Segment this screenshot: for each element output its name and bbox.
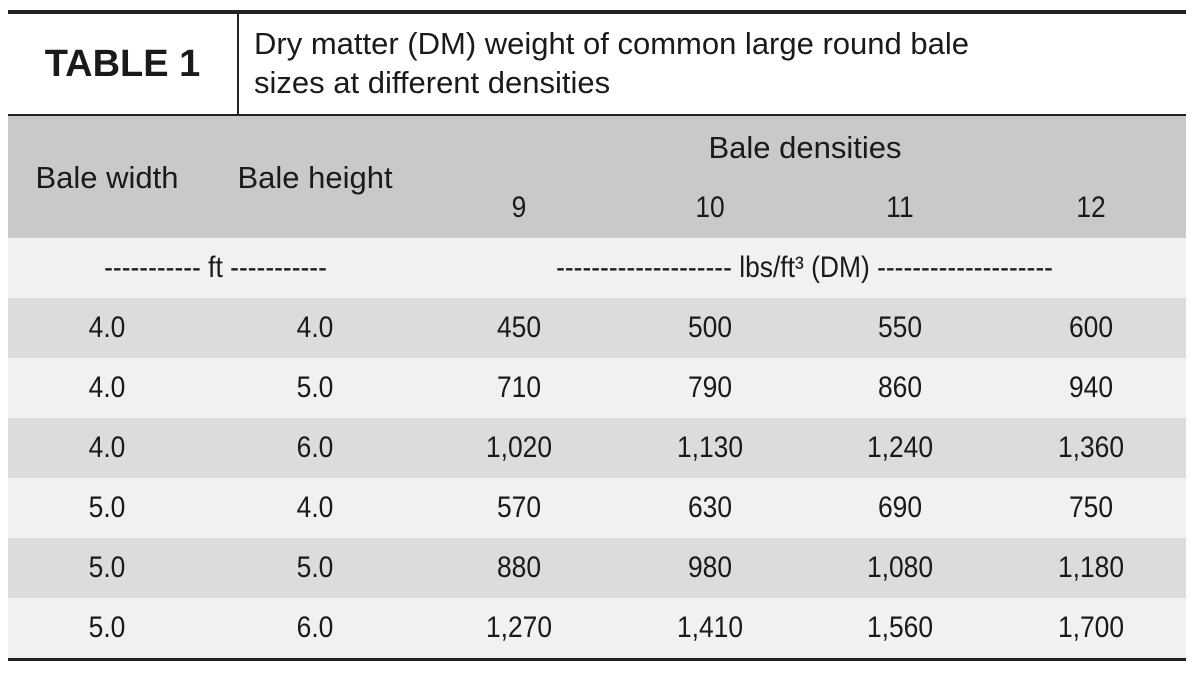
table-cell: 5.0 (88, 491, 126, 524)
table-cell: 4.0 (88, 431, 126, 464)
table-cell: 860 (877, 371, 923, 404)
title-divider (237, 14, 239, 115)
row-band (8, 538, 1186, 598)
table-cell: 1,180 (1057, 551, 1125, 584)
bottom-rule (8, 657, 1186, 661)
table-cell: 6.0 (296, 431, 334, 464)
table-cell: 570 (496, 491, 542, 524)
units-band (8, 238, 1186, 298)
caption-line: sizes at different densities (254, 65, 611, 100)
table-cell: 980 (687, 551, 733, 584)
row-band (8, 478, 1186, 538)
density-header: 12 (1076, 191, 1106, 224)
table-cell: 500 (687, 311, 733, 344)
table-cell: 1,410 (676, 611, 744, 644)
density-header: 9 (511, 191, 527, 224)
table-cell: 1,270 (485, 611, 553, 644)
table-cell: 5.0 (88, 551, 126, 584)
group-header: Bale densities (708, 130, 902, 165)
table-cell: 940 (1068, 371, 1114, 404)
table-cell: 750 (1068, 491, 1114, 524)
table-cell: 1,360 (1057, 431, 1125, 464)
title-rule (8, 114, 1186, 116)
table-cell: 1,130 (676, 431, 744, 464)
table-cell: 5.0 (296, 371, 334, 404)
unit-label: -------------------- lbs/ft³ (DM) ------… (556, 251, 1053, 284)
table-cell: 1,080 (866, 551, 934, 584)
table-cell: 5.0 (88, 611, 126, 644)
caption-line: Dry matter (DM) weight of common large r… (254, 26, 969, 61)
table-cell: 1,240 (866, 431, 934, 464)
table-cell: 5.0 (296, 551, 334, 584)
row-band (8, 598, 1186, 658)
row-band (8, 298, 1186, 358)
top-rule (8, 10, 1186, 14)
row-band (8, 358, 1186, 418)
table-cell: 6.0 (296, 611, 334, 644)
table-cell: 1,700 (1057, 611, 1125, 644)
table-cell: 690 (877, 491, 923, 524)
table-cell: 1,020 (485, 431, 553, 464)
table-cell: 550 (877, 311, 923, 344)
table-cell: 4.0 (88, 371, 126, 404)
row-band (8, 418, 1186, 478)
table-label: TABLE 1 (44, 43, 201, 85)
table-cell: 4.0 (296, 491, 334, 524)
column-header: Bale height (237, 160, 393, 195)
table-cell: 4.0 (296, 311, 334, 344)
unit-label: ----------- ft ----------- (104, 251, 327, 284)
table-cell: 450 (496, 311, 542, 344)
table-cell: 1,560 (866, 611, 934, 644)
table-cell: 790 (687, 371, 733, 404)
table-cell: 600 (1068, 311, 1114, 344)
table-cell: 630 (687, 491, 733, 524)
density-header: 10 (695, 191, 725, 224)
table-cell: 4.0 (88, 311, 126, 344)
table-cell: 710 (496, 371, 542, 404)
column-header: Bale width (35, 160, 179, 195)
table-cell: 880 (496, 551, 542, 584)
header-band (8, 116, 1186, 238)
density-header: 11 (886, 191, 914, 224)
